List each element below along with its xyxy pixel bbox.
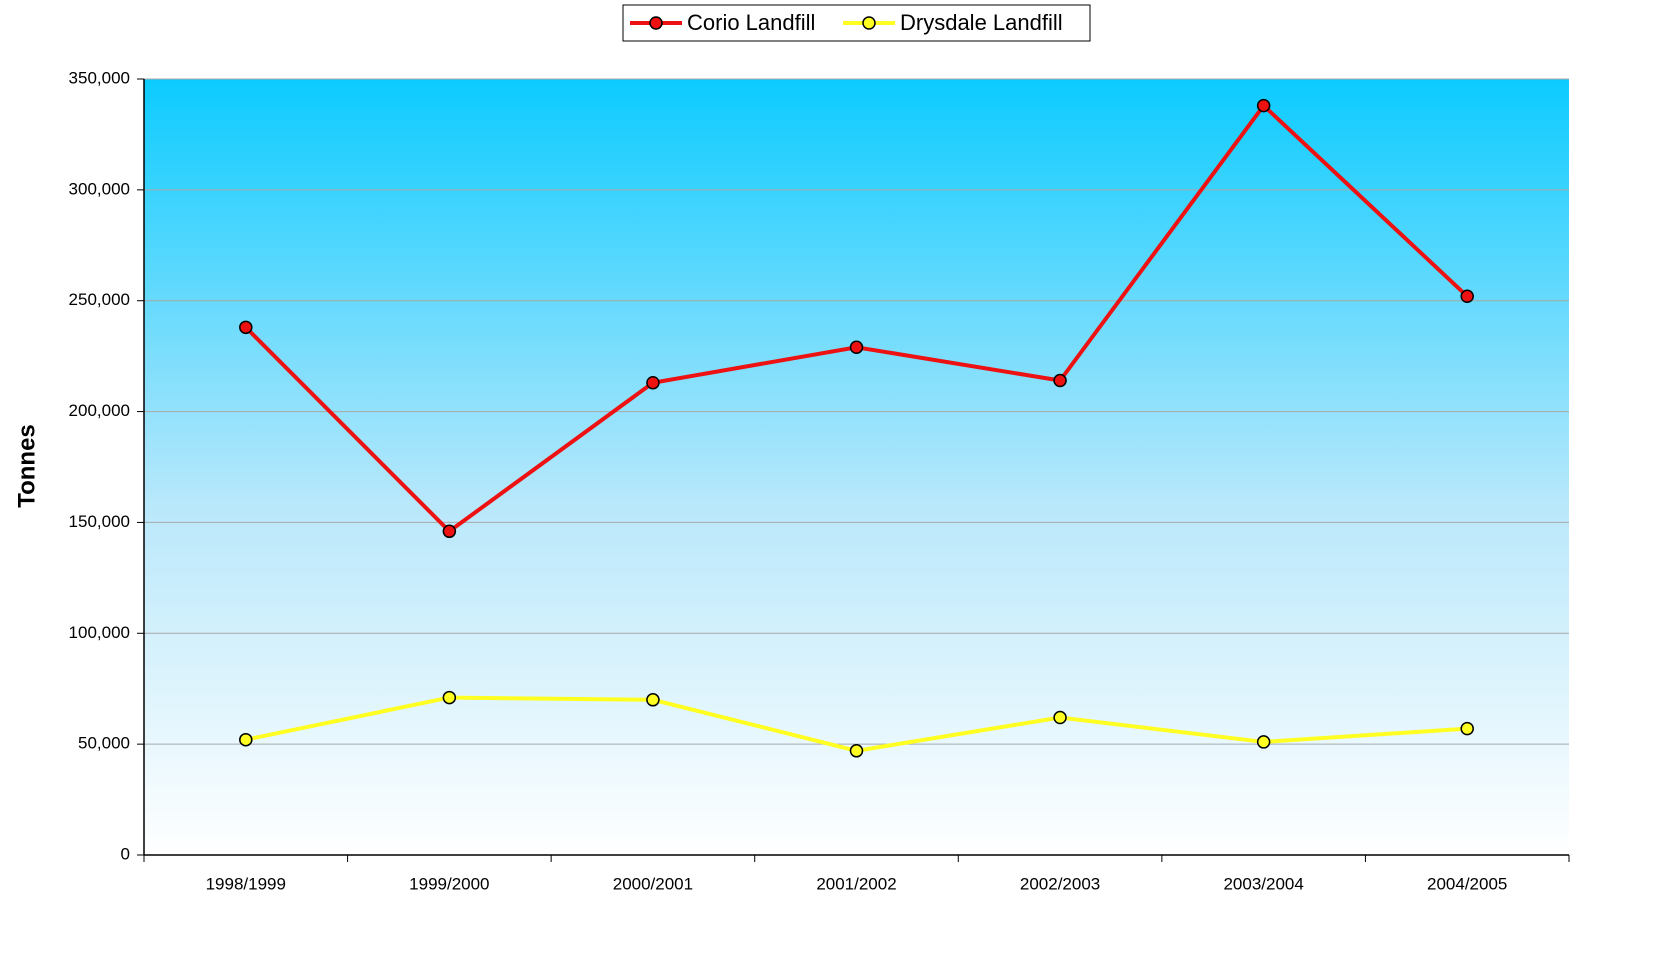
y-tick-label: 200,000 xyxy=(69,401,130,420)
x-tick-label: 2000/2001 xyxy=(613,874,693,893)
legend-label: Drysdale Landfill xyxy=(900,10,1063,35)
data-point xyxy=(442,690,457,705)
y-axis-label: Tonnes xyxy=(13,424,40,508)
x-tick-label: 2002/2003 xyxy=(1020,874,1100,893)
x-tick-label: 1998/1999 xyxy=(206,874,286,893)
legend-label: Corio Landfill xyxy=(687,10,815,35)
x-tick-label: 2004/2005 xyxy=(1427,874,1507,893)
y-tick-label: 100,000 xyxy=(69,623,130,642)
data-point xyxy=(646,693,660,707)
y-tick-label: 150,000 xyxy=(69,512,130,531)
y-tick-label: 350,000 xyxy=(69,68,130,87)
data-point xyxy=(239,320,253,335)
data-point xyxy=(442,524,457,539)
y-tick-label: 50,000 xyxy=(78,734,130,753)
y-tick-label: 250,000 xyxy=(69,290,130,309)
data-point xyxy=(1256,735,1271,749)
data-point xyxy=(646,375,660,390)
data-point xyxy=(239,732,253,747)
y-tick-label: 0 xyxy=(121,844,130,863)
x-tick-label: 1999/2000 xyxy=(409,874,489,893)
data-point xyxy=(849,744,864,758)
legend-marker xyxy=(649,16,663,30)
data-point xyxy=(849,340,864,355)
data-point xyxy=(1256,98,1271,113)
data-point xyxy=(1460,721,1474,736)
plot-area xyxy=(144,79,1569,855)
data-point xyxy=(1053,710,1067,725)
y-tick-label: 300,000 xyxy=(69,179,130,198)
data-point xyxy=(1053,373,1067,388)
x-tick-label: 2001/2002 xyxy=(816,874,896,893)
legend-marker xyxy=(862,16,876,30)
x-tick-label: 2003/2004 xyxy=(1223,874,1303,893)
data-point xyxy=(1460,289,1474,304)
